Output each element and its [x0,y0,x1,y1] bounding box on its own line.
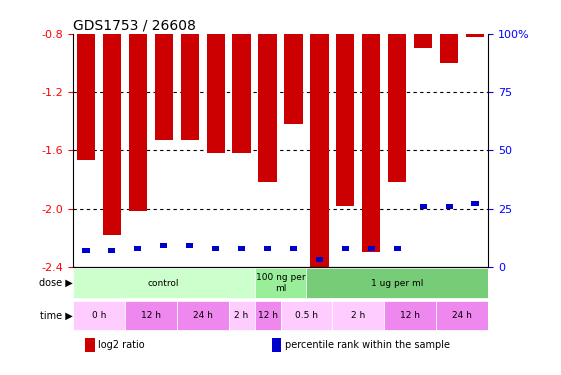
Text: 0 h: 0 h [91,311,106,320]
Bar [394,246,401,251]
Bar [238,246,245,251]
Bar [445,204,453,209]
Text: 24 h: 24 h [193,311,213,320]
Text: percentile rank within the sample: percentile rank within the sample [284,340,450,350]
Bar [414,34,433,48]
Bar [229,301,255,330]
Bar [264,246,271,251]
Bar [384,301,436,330]
Bar [128,34,147,212]
Bar [420,204,427,209]
Bar [332,301,384,330]
Bar [440,34,458,63]
Bar [255,301,280,330]
Text: 2 h: 2 h [234,311,249,320]
Bar [272,338,281,352]
Bar [186,243,194,248]
Bar [306,268,488,298]
Bar [73,268,255,298]
Bar [367,246,375,251]
Text: 12 h: 12 h [141,311,161,320]
Bar [436,301,488,330]
Text: 100 ng per
ml: 100 ng per ml [256,273,305,293]
Bar [134,246,141,251]
Text: GDS1753 / 26608: GDS1753 / 26608 [73,19,196,33]
Bar [206,34,225,153]
Text: 0.5 h: 0.5 h [295,311,318,320]
Bar [85,338,94,352]
Bar [310,34,329,267]
Bar [73,301,125,330]
Text: control: control [148,279,180,288]
Bar [212,246,219,251]
Bar [280,301,332,330]
Bar [181,34,199,140]
Bar [466,34,484,37]
Bar [103,34,121,235]
Bar [232,34,251,153]
Text: 12 h: 12 h [257,311,278,320]
Bar [342,246,349,251]
Bar [125,301,177,330]
Text: 1 ug per ml: 1 ug per ml [371,279,424,288]
Bar [255,268,306,298]
Bar [160,243,167,248]
Bar [290,246,297,251]
Text: 2 h: 2 h [351,311,365,320]
Text: 12 h: 12 h [400,311,420,320]
Bar [362,34,380,252]
Bar [316,257,323,262]
Bar [336,34,355,206]
Bar [77,34,95,160]
Bar [471,201,479,206]
Bar [259,34,277,182]
Text: 24 h: 24 h [452,311,472,320]
Bar [155,34,173,140]
Text: time ▶: time ▶ [40,311,73,321]
Bar [82,248,90,253]
Text: dose ▶: dose ▶ [39,278,73,288]
Text: log2 ratio: log2 ratio [98,340,145,350]
Bar [388,34,406,182]
Bar [108,248,116,253]
Bar [284,34,302,124]
Bar [177,301,229,330]
